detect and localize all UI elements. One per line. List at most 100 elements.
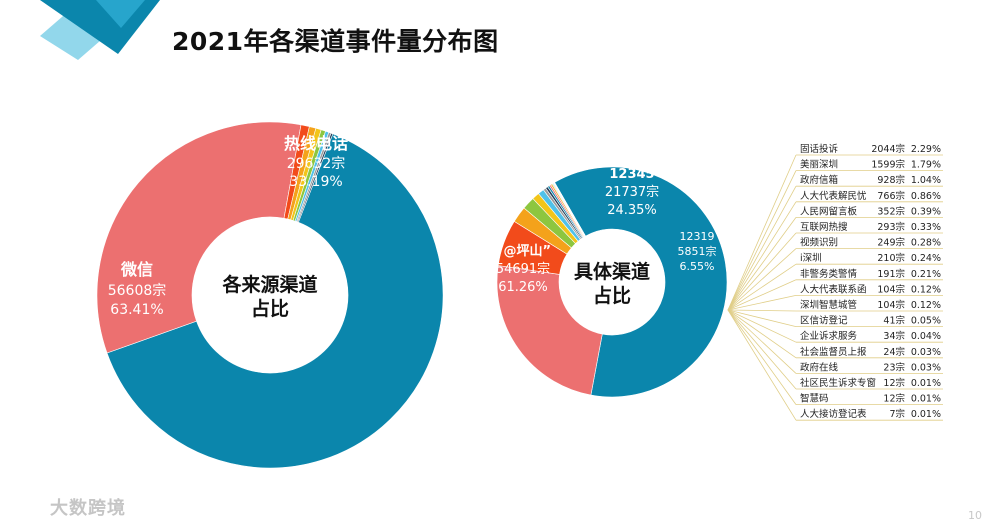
donut2-label-12345-name: 12345 xyxy=(609,167,654,182)
donut2-center-label-2: 占比 xyxy=(593,284,631,307)
table-row-name-12: 企业诉求服务 xyxy=(800,330,858,342)
table-row-percent-0: 2.29% xyxy=(911,144,941,155)
table-row-percent-13: 0.03% xyxy=(911,347,941,358)
page-title: 2021年各渠道事件量分布图 xyxy=(172,27,499,56)
donut1-label-wechat-percent: 63.41% xyxy=(110,302,163,318)
table-row-name-5: 互联网热搜 xyxy=(800,221,848,233)
leader-line-7 xyxy=(727,263,797,311)
table-row-count-15: 12宗 xyxy=(883,377,905,389)
donut2-label-pingshan-count: 54691宗 xyxy=(496,261,550,277)
table-row-count-12: 34宗 xyxy=(883,330,905,342)
table-row-percent-6: 0.28% xyxy=(911,238,941,249)
corner-light-square xyxy=(40,10,108,60)
table-row-percent-9: 0.12% xyxy=(911,284,941,295)
table-row-name-0: 固话投诉 xyxy=(800,143,839,155)
table-row-name-11: 区信访登记 xyxy=(800,315,848,327)
table-row-name-3: 人大代表解民忧 xyxy=(800,190,867,202)
table-row-count-1: 1599宗 xyxy=(871,159,905,171)
table-row-count-3: 766宗 xyxy=(877,190,905,202)
leader-line-9 xyxy=(727,295,797,311)
donut1-slice-0 xyxy=(106,133,444,469)
table-row-percent-5: 0.33% xyxy=(911,222,941,233)
table-row-name-2: 政府信箱 xyxy=(800,174,838,186)
table-row-name-14: 政府在线 xyxy=(800,361,839,373)
table-row-count-6: 249宗 xyxy=(877,237,905,249)
leader-line-15 xyxy=(727,309,797,390)
table-row-count-2: 928宗 xyxy=(877,174,905,186)
table-row-count-10: 104宗 xyxy=(877,299,905,311)
corner-decoration xyxy=(40,0,160,60)
table-row-percent-4: 0.39% xyxy=(911,206,941,217)
table-row-name-9: 人大代表联系函 xyxy=(800,283,867,295)
donut2-slice-0 xyxy=(554,166,728,398)
table-row-percent-8: 0.21% xyxy=(911,269,941,280)
table-row-count-9: 104宗 xyxy=(877,283,905,295)
leader-line-2 xyxy=(727,186,797,311)
donut2-label-pingshan-name: “@坪山” xyxy=(495,243,551,259)
donut2-label-12345-percent: 24.35% xyxy=(607,203,657,218)
table-row-count-4: 352宗 xyxy=(877,205,905,217)
leader-line-6 xyxy=(727,248,797,311)
table-row-count-5: 293宗 xyxy=(877,221,905,233)
table-row-percent-1: 1.79% xyxy=(911,160,941,171)
leader-line-0 xyxy=(727,154,797,311)
donut1-label-hotline-percent: 33.19% xyxy=(289,174,342,190)
leader-line-5 xyxy=(727,232,797,311)
leader-line-1 xyxy=(727,170,797,311)
table-row-name-17: 人大接访登记表 xyxy=(800,408,867,420)
table-row-name-4: 人民网留言板 xyxy=(800,205,858,217)
table-row-percent-17: 0.01% xyxy=(911,409,941,420)
leader-line-12 xyxy=(727,309,797,343)
table-row-percent-11: 0.05% xyxy=(911,316,941,327)
leader-line-11 xyxy=(727,309,797,327)
leader-line-4 xyxy=(727,217,797,311)
table-row-count-8: 191宗 xyxy=(877,268,905,280)
table-row-name-7: i深圳 xyxy=(800,253,822,264)
donut1-center-label-2: 占比 xyxy=(251,297,289,320)
donut1-label-hotline-name: 热线电话 xyxy=(284,134,348,153)
table-row-count-13: 24宗 xyxy=(883,346,905,358)
table-row-percent-3: 0.86% xyxy=(911,191,941,202)
donut2-slice-1 xyxy=(496,265,603,396)
leader-line-10 xyxy=(727,309,797,312)
table-row-percent-2: 1.04% xyxy=(911,175,941,186)
table-row-name-1: 美丽深圳 xyxy=(800,159,838,171)
donut2-slice-20 xyxy=(554,181,586,237)
table-row-percent-14: 0.03% xyxy=(911,362,941,373)
leader-line-16 xyxy=(727,309,797,405)
donut1-center-label-1: 各来源渠道 xyxy=(221,273,317,296)
donut2-label-12345-count: 21737宗 xyxy=(605,184,659,200)
table-row-name-8: 非警务类警情 xyxy=(800,268,858,280)
leader-line-13 xyxy=(727,309,797,359)
table-row-percent-7: 0.24% xyxy=(911,253,941,264)
table-row-count-11: 41宗 xyxy=(883,315,905,327)
watermark-text: 大数跨境 xyxy=(50,498,126,519)
table-row-count-0: 2044宗 xyxy=(871,143,905,155)
donut2-label-pingshan-percent: 61.26% xyxy=(498,280,548,295)
table-row-count-16: 12宗 xyxy=(883,393,905,405)
table-row-name-16: 智慧码 xyxy=(800,393,829,405)
table-row-count-17: 7宗 xyxy=(889,408,905,420)
table-row-name-6: 视频识别 xyxy=(800,237,838,249)
table-row-percent-12: 0.04% xyxy=(911,331,941,342)
table-row-name-13: 社会监督员上报 xyxy=(800,346,867,358)
table-row-name-10: 深圳智慧城管 xyxy=(800,299,857,311)
donut2-label-12319-name: 12319 xyxy=(680,230,715,243)
donut1-label-hotline-count: 29632宗 xyxy=(287,156,346,172)
corner-mid-triangle xyxy=(96,0,145,28)
leader-line-3 xyxy=(727,201,797,311)
table-row-percent-15: 0.01% xyxy=(911,378,941,389)
donut1-label-wechat-count: 56608宗 xyxy=(108,283,167,299)
page-number: 10 xyxy=(968,509,982,522)
table-row-percent-10: 0.12% xyxy=(911,300,941,311)
table-row-percent-16: 0.01% xyxy=(911,394,941,405)
table-row-count-14: 23宗 xyxy=(883,361,905,373)
donut1-slice-8 xyxy=(297,132,334,223)
donut2-label-12319-percent: 6.55% xyxy=(680,260,715,273)
leader-line-17 xyxy=(727,309,797,421)
leader-line-14 xyxy=(727,309,797,374)
donut2-label-12319-count: 5851宗 xyxy=(678,244,717,258)
donut1-slice-1 xyxy=(96,121,302,354)
donut1-label-wechat-name: 微信 xyxy=(120,260,153,279)
